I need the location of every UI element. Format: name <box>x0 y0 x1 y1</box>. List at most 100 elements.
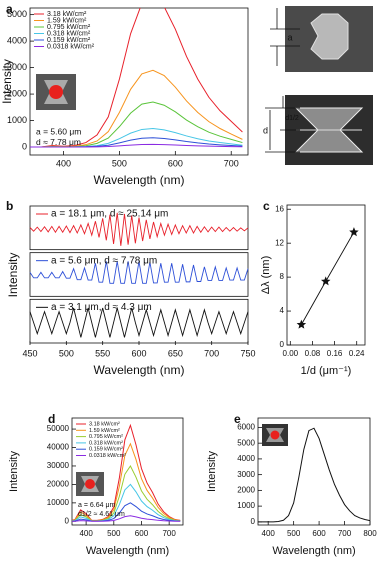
y-tick-label: 0 <box>22 141 27 151</box>
y-tick-label: 2000 <box>237 485 255 494</box>
point <box>320 276 331 286</box>
plot-frame <box>286 204 366 346</box>
y-tick-label: 4000 <box>7 35 27 45</box>
x-tick-label: 700 <box>204 348 219 358</box>
plot-frame <box>29 7 249 156</box>
micrograph-bottom: d d1/2 <box>263 95 373 165</box>
y-tick-label: 0 <box>251 517 256 526</box>
x-axis-label: 1/d (μm⁻¹) <box>301 365 352 377</box>
x-tick-label: 550 <box>95 348 110 358</box>
series-line <box>30 143 243 148</box>
y-tick-label: 3000 <box>7 62 27 72</box>
legend-label: a = 3.1 μm, d ≈ 4.3 μm <box>51 302 152 313</box>
x-tick-label: 0.08 <box>305 349 321 358</box>
panel-label: b <box>6 199 13 213</box>
subplot-frame <box>29 252 249 297</box>
legend-label: 0.159 kW/cm² <box>89 447 123 453</box>
micrograph-label: d1/2 <box>285 115 299 122</box>
legend-label: a = 5.6 μm, d ≈ 7.78 μm <box>51 255 157 266</box>
y-axis-label: Δλ (nm) <box>260 256 272 295</box>
y-tick-label: 5000 <box>7 9 27 19</box>
x-tick-label: 0.16 <box>327 349 343 358</box>
x-axis-label: Wavelength (nm) <box>86 545 169 557</box>
legend-label: 3.18 kW/cm² <box>89 421 120 427</box>
annotation: d ≈ 7.78 μm <box>36 137 81 147</box>
x-axis-label: Wavelength (nm) <box>272 545 355 557</box>
y-tick-label: 10000 <box>47 498 70 507</box>
x-tick-label: 750 <box>240 348 255 358</box>
series-line <box>29 212 249 246</box>
y-tick-label: 5000 <box>237 438 255 447</box>
micrograph-label: a <box>287 32 292 42</box>
legend-label: a = 18.1 μm, d ≈ 25.14 μm <box>51 209 168 220</box>
y-tick-label: 6000 <box>237 423 255 432</box>
inset-e <box>262 424 288 446</box>
x-tick-label: 600 <box>135 529 149 538</box>
panel-label: a <box>6 2 13 16</box>
x-tick-label: 500 <box>59 348 74 358</box>
x-axis-label: Wavelength (nm) <box>94 173 185 187</box>
x-tick-label: 0.24 <box>349 349 365 358</box>
annotation: a = 6.64 μm <box>78 502 115 509</box>
y-axis-label: Intensity <box>6 253 20 298</box>
micrograph-top: a <box>270 6 373 72</box>
x-tick-label: 450 <box>22 348 37 358</box>
panel-label: c <box>263 199 270 213</box>
legend-label: 0.318 kW/cm² <box>47 30 91 37</box>
point <box>349 227 359 237</box>
x-tick-label: 500 <box>287 529 301 538</box>
legend-label: 0.159 kW/cm² <box>47 37 91 44</box>
series-line <box>72 442 181 522</box>
plot-frame <box>71 417 184 526</box>
x-tick-label: 500 <box>112 158 127 168</box>
annotation: d1/2 ≈ 4.61 μm <box>78 511 125 518</box>
series-line <box>72 502 181 522</box>
legend-label: 0.795 kW/cm² <box>89 434 123 440</box>
x-tick-label: 800 <box>363 529 377 538</box>
x-tick-label: 600 <box>312 529 326 538</box>
x-tick-label: 600 <box>131 348 146 358</box>
legend-label: 0.795 kW/cm² <box>47 24 91 31</box>
x-tick-label: 700 <box>338 529 352 538</box>
legend-label: 1.59 kW/cm² <box>47 17 87 24</box>
x-tick-label: 400 <box>79 529 93 538</box>
y-tick-label: 0 <box>280 340 285 349</box>
series-line <box>72 423 181 521</box>
y-tick-label: 4 <box>280 306 285 315</box>
legend-label: 0.0318 kW/cm² <box>47 43 95 50</box>
y-tick-label: 0 <box>65 516 70 525</box>
y-tick-label: 16 <box>275 204 284 213</box>
y-tick-label: 8 <box>280 272 285 281</box>
y-tick-label: 4000 <box>237 454 255 463</box>
x-tick-label: 0.00 <box>283 349 299 358</box>
y-tick-label: 2000 <box>7 88 27 98</box>
panel-label: d <box>48 412 55 426</box>
x-tick-label: 400 <box>262 529 276 538</box>
legend-label: 3.18 kW/cm² <box>47 11 87 18</box>
y-tick-label: 12 <box>275 238 284 247</box>
inset-d <box>76 472 104 496</box>
x-tick-label: 700 <box>162 529 176 538</box>
y-tick-label: 1000 <box>237 501 255 510</box>
x-tick-label: 500 <box>107 529 121 538</box>
y-tick-label: 50000 <box>47 424 70 433</box>
point <box>296 319 307 329</box>
plot-frame <box>257 417 371 526</box>
subplot-frame <box>29 298 249 344</box>
y-tick-label: 30000 <box>47 461 70 470</box>
x-tick-label: 600 <box>168 158 183 168</box>
y-axis-label: Intensity <box>8 451 20 492</box>
x-tick-label: 650 <box>168 348 183 358</box>
series-line <box>258 427 370 523</box>
inset-a <box>36 74 76 110</box>
x-tick-label: 700 <box>224 158 239 168</box>
series-line <box>72 515 181 522</box>
x-tick-label: 400 <box>56 158 71 168</box>
series-line <box>29 307 249 338</box>
series-line <box>29 261 249 284</box>
series-line <box>72 464 181 522</box>
y-tick-label: 3000 <box>237 470 255 479</box>
legend-label: 0.0318 kW/cm² <box>89 453 126 459</box>
panel-label: e <box>234 412 241 426</box>
annotation: a = 5.60 μm <box>36 126 81 136</box>
